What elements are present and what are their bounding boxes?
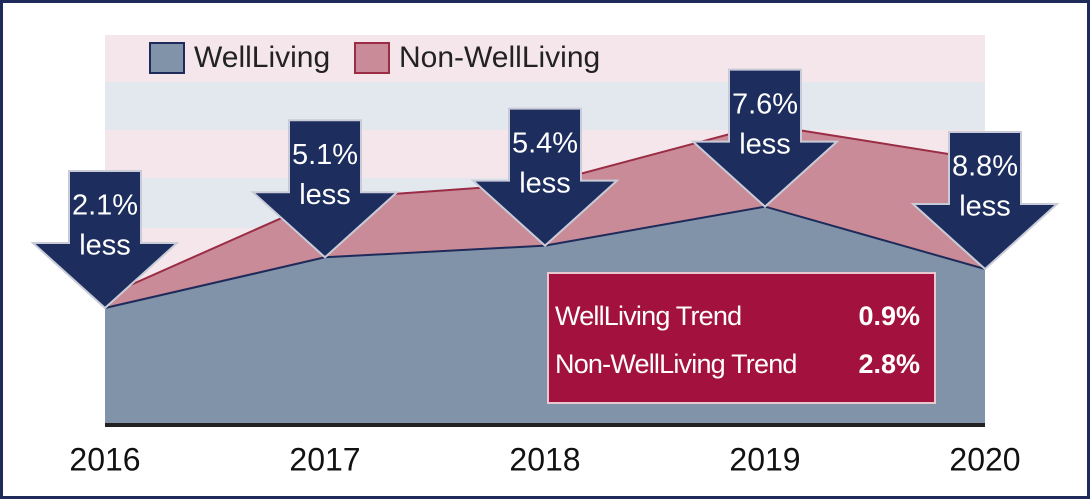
annotation-arrow bbox=[30, 170, 180, 310]
annotation-arrow bbox=[910, 131, 1060, 271]
x-tick-label: 2017 bbox=[289, 441, 360, 477]
trend-label: Non-WellLiving Trend bbox=[555, 349, 797, 379]
annotation-text: less bbox=[959, 191, 1011, 223]
annotation: 8.8% less bbox=[910, 131, 1060, 271]
annotation: 5.4% less bbox=[470, 107, 620, 247]
annotation: 2.1% less bbox=[30, 170, 180, 310]
annotation: 7.6% less bbox=[690, 68, 840, 208]
annotation-text: 2.1% bbox=[72, 190, 138, 222]
x-tick-label: 2016 bbox=[69, 441, 140, 477]
trend-box bbox=[547, 272, 936, 404]
x-tick-label: 2018 bbox=[509, 441, 580, 477]
annotation-text: 8.8% bbox=[952, 151, 1018, 183]
annotation-text: less bbox=[739, 128, 791, 160]
annotation-text: less bbox=[299, 179, 351, 211]
annotation-text: less bbox=[79, 230, 131, 262]
annotation-text: less bbox=[519, 167, 571, 199]
annotation-text: 7.6% bbox=[732, 88, 798, 120]
annotation-text: 5.4% bbox=[512, 127, 578, 159]
legend-swatch bbox=[354, 42, 390, 74]
x-tick-label: 2019 bbox=[729, 441, 800, 477]
band bbox=[105, 35, 985, 82]
trend-value: 2.8% bbox=[858, 349, 920, 379]
trend-label: WellLiving Trend bbox=[555, 301, 741, 331]
legend-swatch bbox=[149, 42, 185, 74]
trend-value: 0.9% bbox=[858, 301, 920, 331]
legend-label: WellLiving bbox=[194, 41, 330, 74]
annotation-arrow bbox=[250, 119, 400, 259]
annotation: 5.1% less bbox=[250, 119, 400, 259]
annotation-text: 5.1% bbox=[292, 139, 358, 171]
annotation-arrow bbox=[470, 107, 620, 247]
x-tick-label: 2020 bbox=[949, 441, 1020, 477]
legend-label: Non-WellLiving bbox=[399, 41, 600, 74]
annotation-arrow bbox=[690, 68, 840, 208]
